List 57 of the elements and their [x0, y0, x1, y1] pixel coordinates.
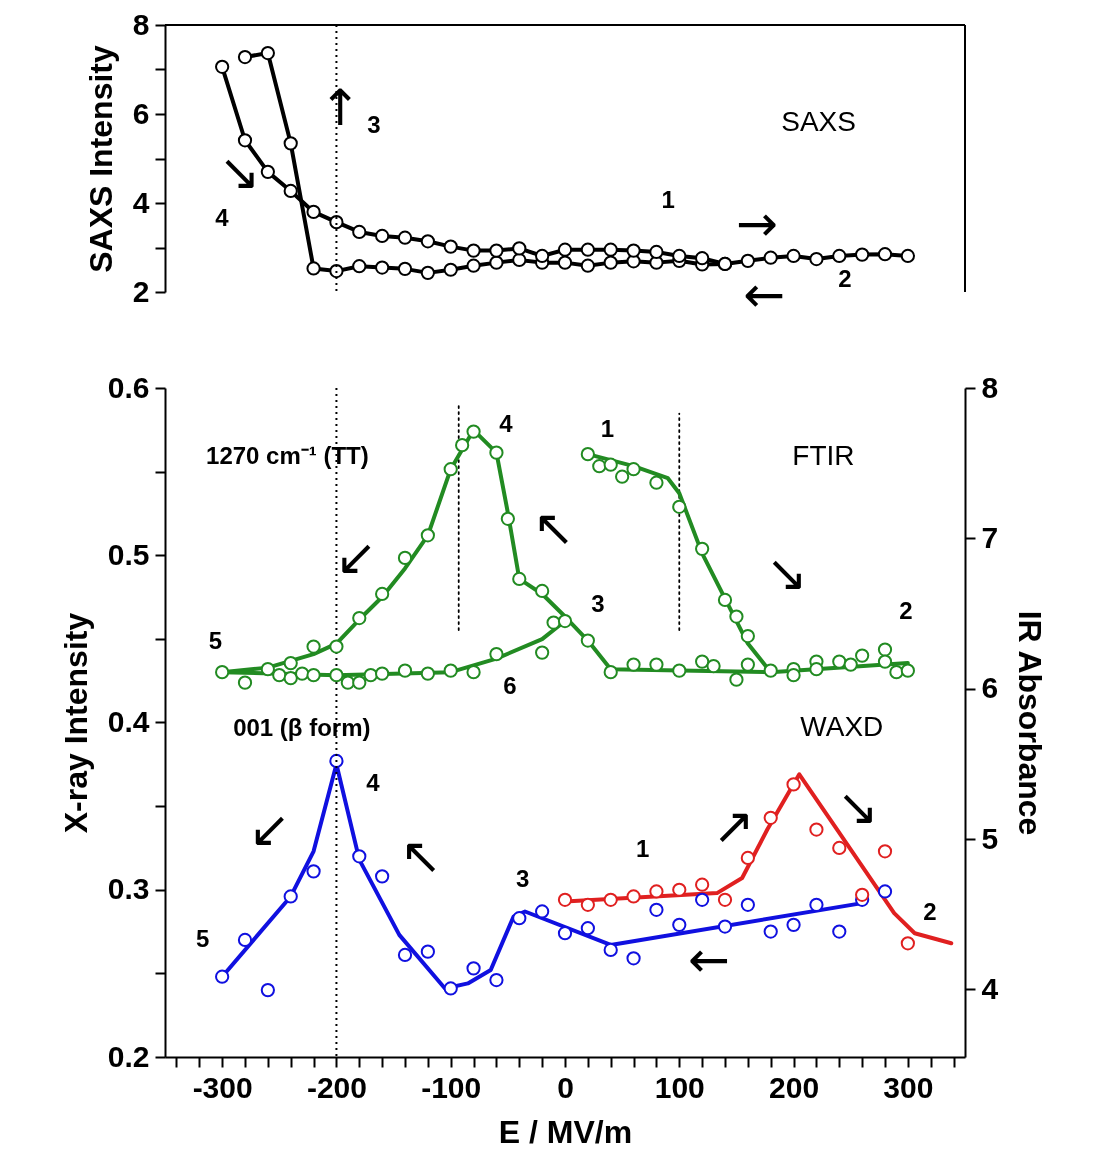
annotation: 001 (β form): [233, 714, 371, 742]
annotation: 1: [661, 185, 675, 213]
annotation: ↑: [319, 78, 362, 137]
annotation: 2: [923, 898, 937, 926]
annotation: →: [736, 194, 778, 253]
y-tick-label: 0.4: [107, 705, 150, 738]
annotation: 2: [838, 264, 852, 292]
annotation: ←: [743, 266, 786, 325]
x-tick-label: 300: [883, 1070, 934, 1104]
annotation: 3: [591, 590, 605, 618]
y-tick-label: 6: [132, 96, 150, 130]
x-tick-label: 200: [769, 1070, 820, 1104]
y2-tick-label: 5: [981, 821, 999, 855]
y2-tick-label: 6: [981, 671, 999, 705]
annotation: 5: [195, 924, 210, 952]
y-tick-label: 0.5: [107, 537, 150, 571]
y-tick-label: 0.3: [107, 872, 150, 906]
annotation: 4: [366, 769, 381, 797]
annotation: 4: [499, 409, 514, 437]
annotation: ↗: [712, 796, 755, 855]
annotation: 3: [515, 864, 530, 892]
annotation: ←: [688, 930, 730, 989]
y-tick-label: 0.2: [107, 1039, 150, 1073]
x-tick-label: -200: [306, 1070, 367, 1104]
y-axis-title: SAXS Intensity: [82, 44, 119, 273]
annotation: 5: [208, 627, 223, 655]
x-tick-label: -100: [421, 1070, 482, 1104]
y-tick-label: 2: [132, 274, 150, 308]
annotation: ↖: [400, 826, 442, 885]
annotation: 4: [215, 204, 230, 232]
y-tick-label: 0.6: [107, 370, 150, 404]
x-axis-title: E / MV/m: [498, 1113, 633, 1150]
y-tick-label: 8: [132, 7, 150, 41]
annotation: ↙: [248, 800, 291, 859]
y2-tick-label: 7: [981, 520, 999, 554]
y2-tick-label: 4: [981, 971, 999, 1005]
annotation: SAXS: [781, 106, 856, 138]
annotation: ↘: [218, 142, 261, 201]
annotation: FTIR: [792, 439, 855, 471]
x-tick-label: 0: [557, 1070, 574, 1104]
annotation: ↖: [532, 499, 575, 558]
annotation: 1270 cm⁻¹ (TT): [206, 441, 369, 469]
y2-axis-title: IR Absorbance: [1012, 610, 1049, 836]
annotation: ↘: [836, 778, 879, 837]
y2-tick-label: 8: [981, 370, 999, 404]
y-axis-title: X-ray Intensity: [57, 612, 94, 834]
annotation: 6: [503, 672, 517, 700]
x-tick-label: 100: [654, 1070, 705, 1104]
annotation: WAXD: [800, 710, 884, 742]
annotation: 2: [899, 597, 913, 625]
y-tick-label: 4: [132, 185, 150, 219]
annotation: 1: [600, 414, 615, 442]
annotation: ↘: [765, 544, 808, 603]
annotation: 1: [635, 834, 650, 862]
annotation: 3: [367, 110, 381, 138]
x-tick-label: -300: [192, 1070, 253, 1104]
annotation: ↙: [335, 527, 378, 586]
